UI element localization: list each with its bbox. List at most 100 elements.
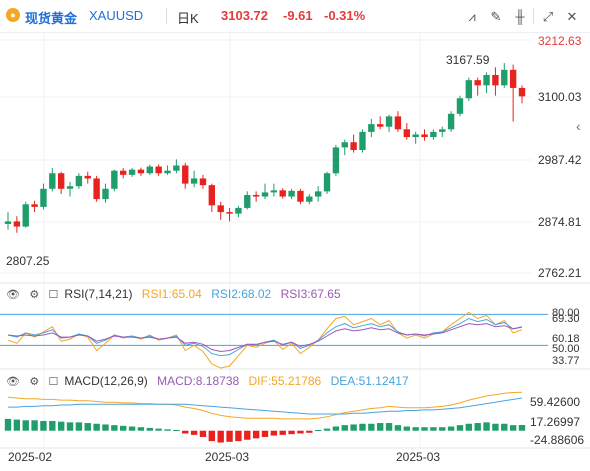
eye-icon[interactable]: 👁 xyxy=(6,376,20,388)
close-icon[interactable]: ✕ xyxy=(566,9,578,24)
macd-bar xyxy=(421,427,428,431)
interval-selector[interactable]: 日K xyxy=(177,11,199,26)
macd-bar xyxy=(297,430,304,434)
high-price-label: 3167.59 xyxy=(446,53,490,67)
macd-bar xyxy=(368,423,375,431)
macd-bar xyxy=(4,418,12,431)
rsi2-value: RSI2:68.02 xyxy=(211,287,272,301)
candle-body xyxy=(421,134,428,138)
candle-settings-icon[interactable]: ╫ xyxy=(515,9,525,24)
candle-body xyxy=(49,173,56,189)
macd-bar xyxy=(252,430,260,439)
ticker-name[interactable]: 现货黄金 xyxy=(25,11,78,26)
candle-body xyxy=(509,69,517,88)
candle-body xyxy=(359,131,366,150)
macd-bar xyxy=(244,430,251,440)
candle-body xyxy=(252,194,260,197)
macd-bar xyxy=(270,430,278,436)
macd-bar xyxy=(394,425,402,431)
macd-bar xyxy=(102,424,109,431)
macd-bar xyxy=(120,425,127,431)
macd-bar xyxy=(306,430,313,433)
y-tick-main: 2874.81 xyxy=(538,215,582,229)
chart-icon[interactable]: ⩘ xyxy=(468,9,476,24)
candle-body xyxy=(297,190,304,202)
rsi3-value: RSI3:67.65 xyxy=(280,287,341,301)
macd-bar xyxy=(447,426,455,431)
candle-body xyxy=(261,192,269,197)
macd-histogram xyxy=(4,418,526,443)
macd-bar xyxy=(341,425,348,431)
macd-bar xyxy=(377,423,384,431)
y-tick-main: 2987.42 xyxy=(538,153,582,167)
macd-bar xyxy=(430,427,437,431)
rsi1-line xyxy=(7,311,523,369)
gear-icon[interactable]: ⚙ xyxy=(29,376,40,388)
price-change: -9.61 xyxy=(283,8,313,23)
expand-icon[interactable]: ⤢ xyxy=(542,9,554,24)
macd-y-tick: 59.42600 xyxy=(530,395,580,409)
candle-body xyxy=(368,124,375,132)
candle-body xyxy=(270,190,278,193)
candle-body xyxy=(332,147,340,174)
candle-body xyxy=(66,186,74,189)
macd-bar xyxy=(75,422,83,431)
candle-body xyxy=(403,129,410,138)
candle-body xyxy=(288,190,295,197)
divider xyxy=(166,8,167,24)
candle-body xyxy=(182,165,189,184)
candle-body xyxy=(341,142,348,148)
gear-icon[interactable]: ⚙ xyxy=(29,289,40,301)
candle-body xyxy=(75,175,83,187)
macd-bar xyxy=(111,425,118,431)
divider xyxy=(533,8,534,24)
dif-value: DIF:55.21786 xyxy=(248,374,322,388)
candle-body xyxy=(173,165,180,171)
macd-bar xyxy=(182,430,189,434)
rsi1-value: RSI1:65.04 xyxy=(141,287,202,301)
macd-bar xyxy=(40,420,47,431)
macd-bar xyxy=(173,430,180,432)
macd-value: MACD:8.18738 xyxy=(157,374,240,388)
rsi-y-tick: 33.77 xyxy=(552,355,580,367)
macd-bar xyxy=(323,428,331,431)
candle-body xyxy=(430,131,437,138)
dea-line xyxy=(8,397,523,415)
macd-bar xyxy=(314,430,322,432)
macd-bar xyxy=(279,430,286,435)
macd-bar xyxy=(164,429,171,431)
macd-bar xyxy=(350,424,357,431)
macd-bar xyxy=(13,419,21,431)
macd-y-tick: -24.88606 xyxy=(530,433,584,447)
ticker-code[interactable]: XAUUSD xyxy=(89,8,144,23)
x-axis-label: 2025-02 xyxy=(8,450,52,464)
candle-body xyxy=(57,173,65,189)
dea-value: DEA:51.12417 xyxy=(330,374,409,388)
macd-bar xyxy=(359,423,366,431)
chevron-left-icon[interactable]: ‹ xyxy=(576,118,581,134)
candle-body xyxy=(385,116,393,127)
y-tick-main: 3212.63 xyxy=(538,34,582,48)
candle-body xyxy=(164,170,171,174)
macd-bar xyxy=(385,423,393,431)
candle-body xyxy=(439,129,446,132)
rsi3-line xyxy=(7,323,523,353)
macd-bar xyxy=(501,423,508,431)
chart-header: ● 现货黄金 XAUUSD 日K 3103.72 -9.61 -0.31% ⩘ … xyxy=(0,0,590,33)
pencil-icon[interactable]: ✎ xyxy=(490,9,502,24)
low-price-label: 2807.25 xyxy=(6,254,50,268)
rsi-y-tick: 80.00 xyxy=(552,307,580,319)
eye-icon[interactable]: 👁 xyxy=(6,289,20,301)
checkbox-icon[interactable]: ☐ xyxy=(48,376,59,388)
candle-body xyxy=(102,188,109,200)
checkbox-icon[interactable]: ☐ xyxy=(48,289,59,301)
price-change-pct: -0.31% xyxy=(324,8,366,23)
candle-body xyxy=(518,87,526,97)
macd-bar xyxy=(465,423,473,431)
macd-bar xyxy=(439,427,446,431)
candle-body xyxy=(128,169,136,175)
candle-body xyxy=(146,166,153,174)
macd-bar xyxy=(66,422,74,431)
macd-bar xyxy=(412,427,419,431)
